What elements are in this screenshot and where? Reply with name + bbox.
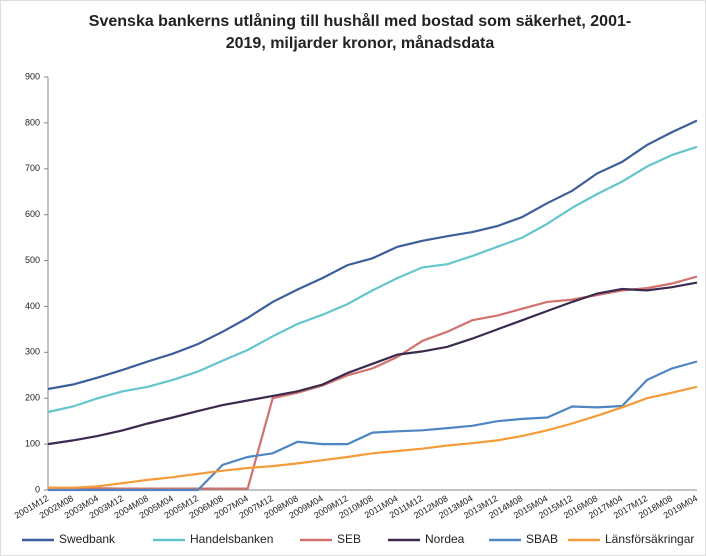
y-tick-label: 500 <box>25 255 40 265</box>
y-tick-label: 400 <box>25 301 40 311</box>
y-tick-label: 900 <box>25 71 40 81</box>
y-tick-label: 600 <box>25 209 40 219</box>
y-tick-label: 200 <box>25 393 40 403</box>
legend-label: Länsförsäkringar <box>605 532 694 546</box>
legend-label: SEB <box>337 532 361 546</box>
series-line <box>47 145 698 414</box>
series-line <box>47 119 698 391</box>
y-tick-label: 100 <box>25 438 40 448</box>
y-tick-label: 700 <box>25 163 40 173</box>
chart-title: 2019, miljarder kronor, månadsdata <box>226 34 495 52</box>
legend-label: Handelsbanken <box>190 532 273 546</box>
legend-label: SBAB <box>526 532 558 546</box>
y-tick-label: 800 <box>25 117 40 127</box>
series-line <box>48 360 698 492</box>
series-line <box>47 281 698 446</box>
legend-label: Nordea <box>425 532 465 546</box>
y-tick-label: 0 <box>35 484 40 494</box>
legend-label: Swedbank <box>59 532 116 546</box>
series-line <box>48 385 698 489</box>
chart-title: Svenska bankerns utlåning till hushåll m… <box>89 12 631 30</box>
y-tick-label: 300 <box>25 347 40 357</box>
